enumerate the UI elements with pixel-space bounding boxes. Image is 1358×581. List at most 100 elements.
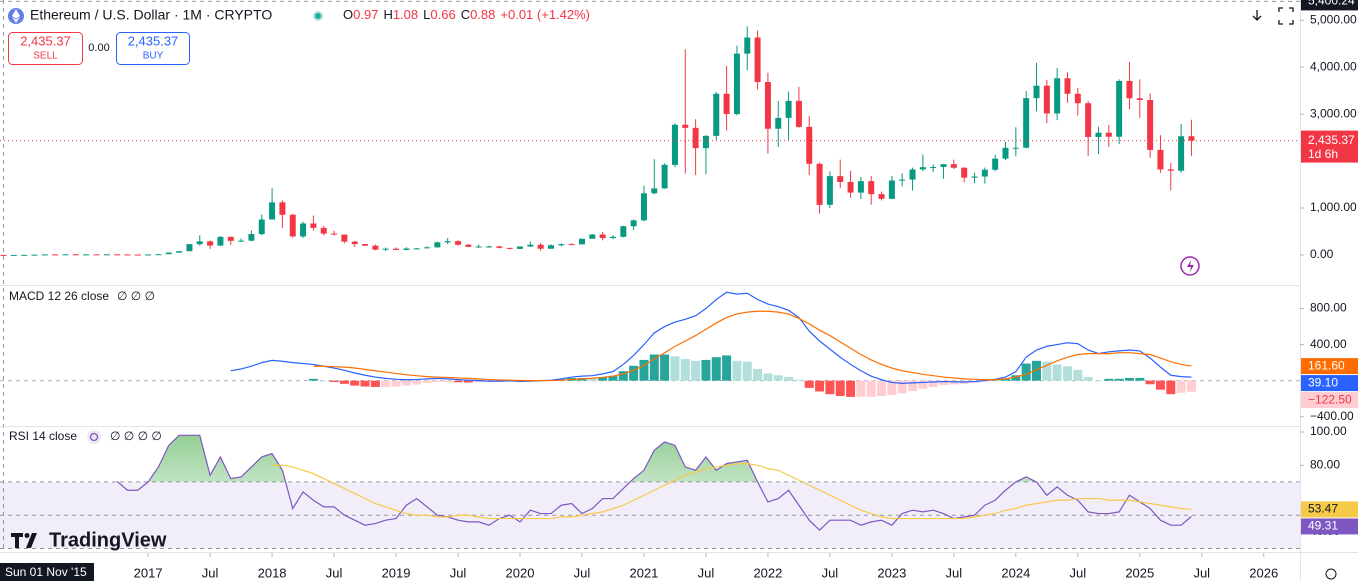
sell-label[interactable]: SELL	[33, 51, 58, 62]
histogram-bar	[370, 380, 380, 387]
candle-body	[692, 127, 699, 149]
axis-value-box	[1301, 358, 1358, 375]
histogram-bar	[453, 380, 463, 383]
histogram-bar	[794, 379, 804, 381]
candle-body	[888, 180, 895, 199]
settings-icon[interactable]	[1325, 568, 1337, 580]
histogram-bar	[1042, 361, 1052, 381]
histogram-bar	[877, 380, 887, 396]
candle-body	[527, 244, 534, 247]
histogram-bar	[1083, 377, 1093, 381]
axis-value-label: 49.31	[1308, 519, 1338, 533]
x-tick-label: Jul	[1070, 565, 1087, 580]
candle-body	[609, 236, 616, 239]
x-tick-label: Jul	[698, 565, 715, 580]
candle-body	[331, 233, 338, 235]
crosshair-price-label: 5,400.24	[1308, 0, 1355, 8]
histogram-bar	[908, 380, 918, 392]
histogram-bar	[660, 354, 670, 381]
candle-body	[1116, 80, 1123, 137]
alert-icon[interactable]	[1180, 256, 1200, 276]
histogram-bar	[649, 354, 659, 381]
histogram-bar	[432, 380, 442, 383]
x-tick-label: 2019	[382, 565, 411, 580]
x-tick-label: Jul	[946, 565, 963, 580]
candle-body	[413, 248, 420, 250]
axis-value-box	[1301, 501, 1358, 518]
candle-body	[320, 227, 327, 234]
y-tick-label: 800.00	[1310, 301, 1347, 315]
candle-body	[165, 252, 172, 255]
histogram-bar	[866, 380, 876, 397]
axis-value-box	[1301, 392, 1358, 409]
candle-body	[1105, 132, 1112, 137]
candle-body	[1064, 78, 1071, 94]
histogram-bar	[804, 380, 814, 388]
alert-icon-glyph[interactable]	[1187, 260, 1194, 272]
candle-body	[723, 93, 730, 115]
candle-body	[651, 188, 658, 194]
download-icon[interactable]	[1252, 10, 1262, 21]
histogram-bar	[474, 380, 484, 383]
histogram-bar	[722, 355, 732, 381]
candle-body	[362, 244, 369, 246]
y-tick-label: −400.00	[1310, 409, 1354, 423]
crosshair-date-box	[0, 563, 94, 581]
histogram-bar	[897, 380, 907, 394]
macd-title: MACD 12 26 close	[9, 289, 109, 303]
candle-body	[31, 254, 38, 256]
candle-body	[764, 82, 771, 129]
last-price-box	[1301, 130, 1358, 163]
histogram-bar	[784, 377, 794, 381]
candle-body	[950, 164, 957, 168]
candle-body	[940, 164, 947, 167]
brand-logo	[11, 533, 37, 548]
candle-body	[444, 241, 451, 243]
candle-body	[124, 254, 131, 256]
candle-body	[10, 254, 17, 256]
candle-body	[599, 234, 606, 239]
fullscreen-icon[interactable]	[1278, 7, 1294, 25]
x-tick-label: Jul	[202, 565, 219, 580]
market-status-dot	[315, 13, 321, 19]
sell-price[interactable]: 2,435.37	[20, 33, 71, 48]
rsi-icon[interactable]	[87, 430, 101, 444]
candle-body	[496, 246, 503, 248]
brand-name: TradingView	[49, 529, 167, 551]
buy-price[interactable]: 2,435.37	[128, 33, 179, 48]
candle-body	[909, 169, 916, 180]
histogram-bar	[360, 380, 370, 387]
candle-body	[258, 219, 265, 235]
candle-body	[41, 254, 48, 256]
histogram-bar	[618, 371, 628, 381]
histogram-bar	[701, 359, 711, 381]
candle-body	[114, 254, 121, 256]
y-tick-label: 0.00	[1310, 247, 1334, 261]
candle-body	[795, 100, 802, 127]
x-tick-label: Jul	[822, 565, 839, 580]
histogram-bar	[443, 380, 453, 383]
y-tick-label: 400.00	[1310, 337, 1347, 351]
candle-body	[145, 254, 152, 256]
histogram-bar	[412, 380, 422, 385]
candle-body	[279, 202, 286, 215]
rsi-icon-glyph[interactable]	[89, 432, 99, 442]
buy-label[interactable]: BUY	[143, 51, 164, 62]
ohlc-legend: O0.97 H1.08 L0.66 C0.88 +0.01 (+1.42%)	[343, 7, 590, 22]
histogram-bar	[928, 380, 938, 387]
histogram-bar	[939, 380, 949, 386]
histogram-bar	[629, 365, 639, 381]
crosshair-date: Sun 01 Nov '15	[5, 565, 87, 579]
candle-body	[155, 254, 162, 256]
x-tick-label: 2024	[1001, 565, 1030, 580]
histogram-bar	[670, 356, 680, 381]
buy-button[interactable]	[116, 32, 190, 65]
candle-body	[382, 248, 389, 250]
candle-body	[1043, 85, 1050, 114]
candle-body	[393, 248, 400, 250]
candle-body	[981, 169, 988, 177]
sell-button[interactable]	[8, 32, 83, 65]
candle-body	[341, 234, 348, 242]
legend-value: 1.08	[393, 7, 418, 22]
